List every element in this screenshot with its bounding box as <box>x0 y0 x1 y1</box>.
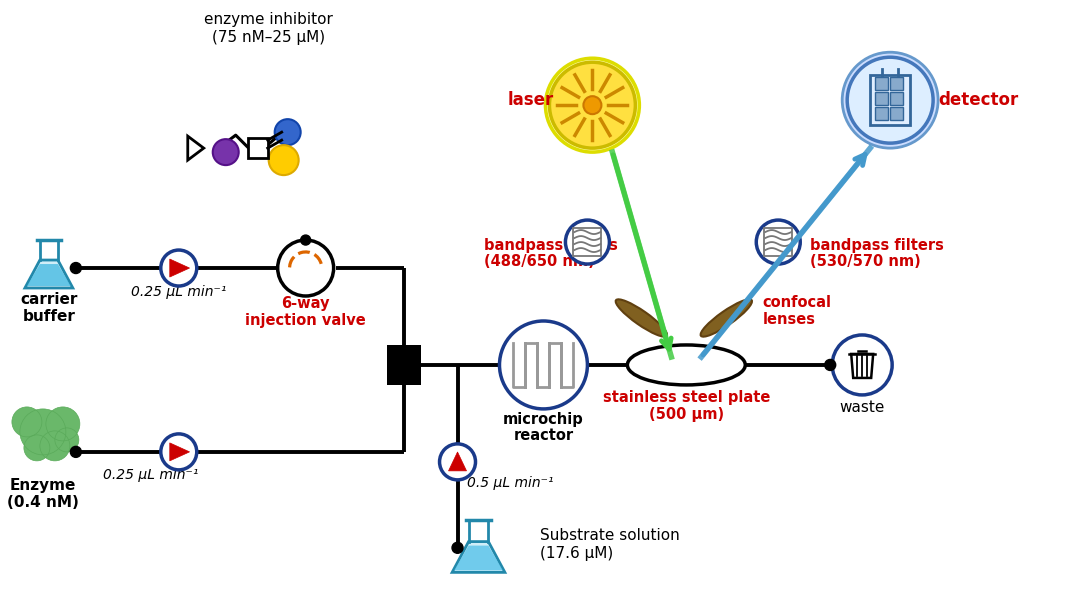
Circle shape <box>268 145 298 175</box>
Polygon shape <box>25 260 73 288</box>
Circle shape <box>161 250 196 286</box>
Text: injection valve: injection valve <box>246 313 366 328</box>
Circle shape <box>20 409 65 455</box>
Ellipse shape <box>616 299 667 336</box>
Circle shape <box>278 240 334 296</box>
Text: microchip: microchip <box>503 412 584 427</box>
Text: detector: detector <box>938 91 1018 109</box>
Circle shape <box>452 542 464 553</box>
FancyBboxPatch shape <box>891 107 903 120</box>
Circle shape <box>825 359 836 370</box>
Polygon shape <box>449 452 467 471</box>
Circle shape <box>24 435 49 461</box>
FancyBboxPatch shape <box>891 77 903 90</box>
Text: (0.4 nM): (0.4 nM) <box>6 495 78 510</box>
Polygon shape <box>170 259 190 277</box>
Text: laser: laser <box>508 91 554 109</box>
Text: waste: waste <box>839 400 885 415</box>
FancyBboxPatch shape <box>876 107 888 120</box>
FancyBboxPatch shape <box>876 92 888 105</box>
Text: (75 nM–25 μM): (75 nM–25 μM) <box>212 30 325 45</box>
Circle shape <box>55 428 78 452</box>
Circle shape <box>584 96 601 114</box>
Text: lenses: lenses <box>762 312 815 327</box>
Text: (17.6 μM): (17.6 μM) <box>541 546 614 561</box>
Text: 0.25 μL min⁻¹: 0.25 μL min⁻¹ <box>103 468 199 482</box>
Ellipse shape <box>701 299 752 336</box>
Circle shape <box>545 58 640 152</box>
Text: enzyme inhibitor: enzyme inhibitor <box>204 12 333 27</box>
FancyBboxPatch shape <box>876 77 888 90</box>
Text: 6-way: 6-way <box>281 296 329 311</box>
Circle shape <box>300 235 311 245</box>
Circle shape <box>549 62 635 148</box>
Circle shape <box>71 263 82 273</box>
Text: (530/570 nm): (530/570 nm) <box>810 254 921 269</box>
Text: 0.5 μL min⁻¹: 0.5 μL min⁻¹ <box>467 476 554 490</box>
Polygon shape <box>27 264 71 286</box>
Text: (488/650 nm): (488/650 nm) <box>484 254 594 269</box>
Polygon shape <box>454 546 503 570</box>
Circle shape <box>212 139 238 165</box>
Text: Substrate solution: Substrate solution <box>541 528 680 543</box>
Circle shape <box>833 335 892 395</box>
Text: (500 μm): (500 μm) <box>649 407 724 422</box>
Circle shape <box>40 431 70 461</box>
Text: bandpass filters: bandpass filters <box>484 238 617 253</box>
Text: 0.25 μL min⁻¹: 0.25 μL min⁻¹ <box>131 285 226 299</box>
Circle shape <box>12 407 42 437</box>
FancyBboxPatch shape <box>891 92 903 105</box>
FancyBboxPatch shape <box>386 345 421 385</box>
Circle shape <box>565 220 609 264</box>
Polygon shape <box>188 136 204 160</box>
Circle shape <box>275 119 300 145</box>
FancyBboxPatch shape <box>248 138 267 158</box>
Text: confocal: confocal <box>762 295 832 310</box>
Text: reactor: reactor <box>513 428 573 443</box>
Ellipse shape <box>628 345 746 385</box>
Circle shape <box>46 407 79 441</box>
Circle shape <box>848 57 934 143</box>
Circle shape <box>71 446 82 457</box>
Text: bandpass filters: bandpass filters <box>810 238 944 253</box>
FancyBboxPatch shape <box>870 75 910 125</box>
Circle shape <box>161 434 196 470</box>
Circle shape <box>756 220 800 264</box>
Polygon shape <box>170 443 190 461</box>
Circle shape <box>500 321 587 409</box>
Text: Enzyme: Enzyme <box>10 478 76 493</box>
Text: stainless steel plate: stainless steel plate <box>603 390 770 405</box>
Circle shape <box>440 444 475 480</box>
Circle shape <box>842 52 938 148</box>
Text: carrier
buffer: carrier buffer <box>20 292 77 324</box>
Polygon shape <box>452 542 505 572</box>
